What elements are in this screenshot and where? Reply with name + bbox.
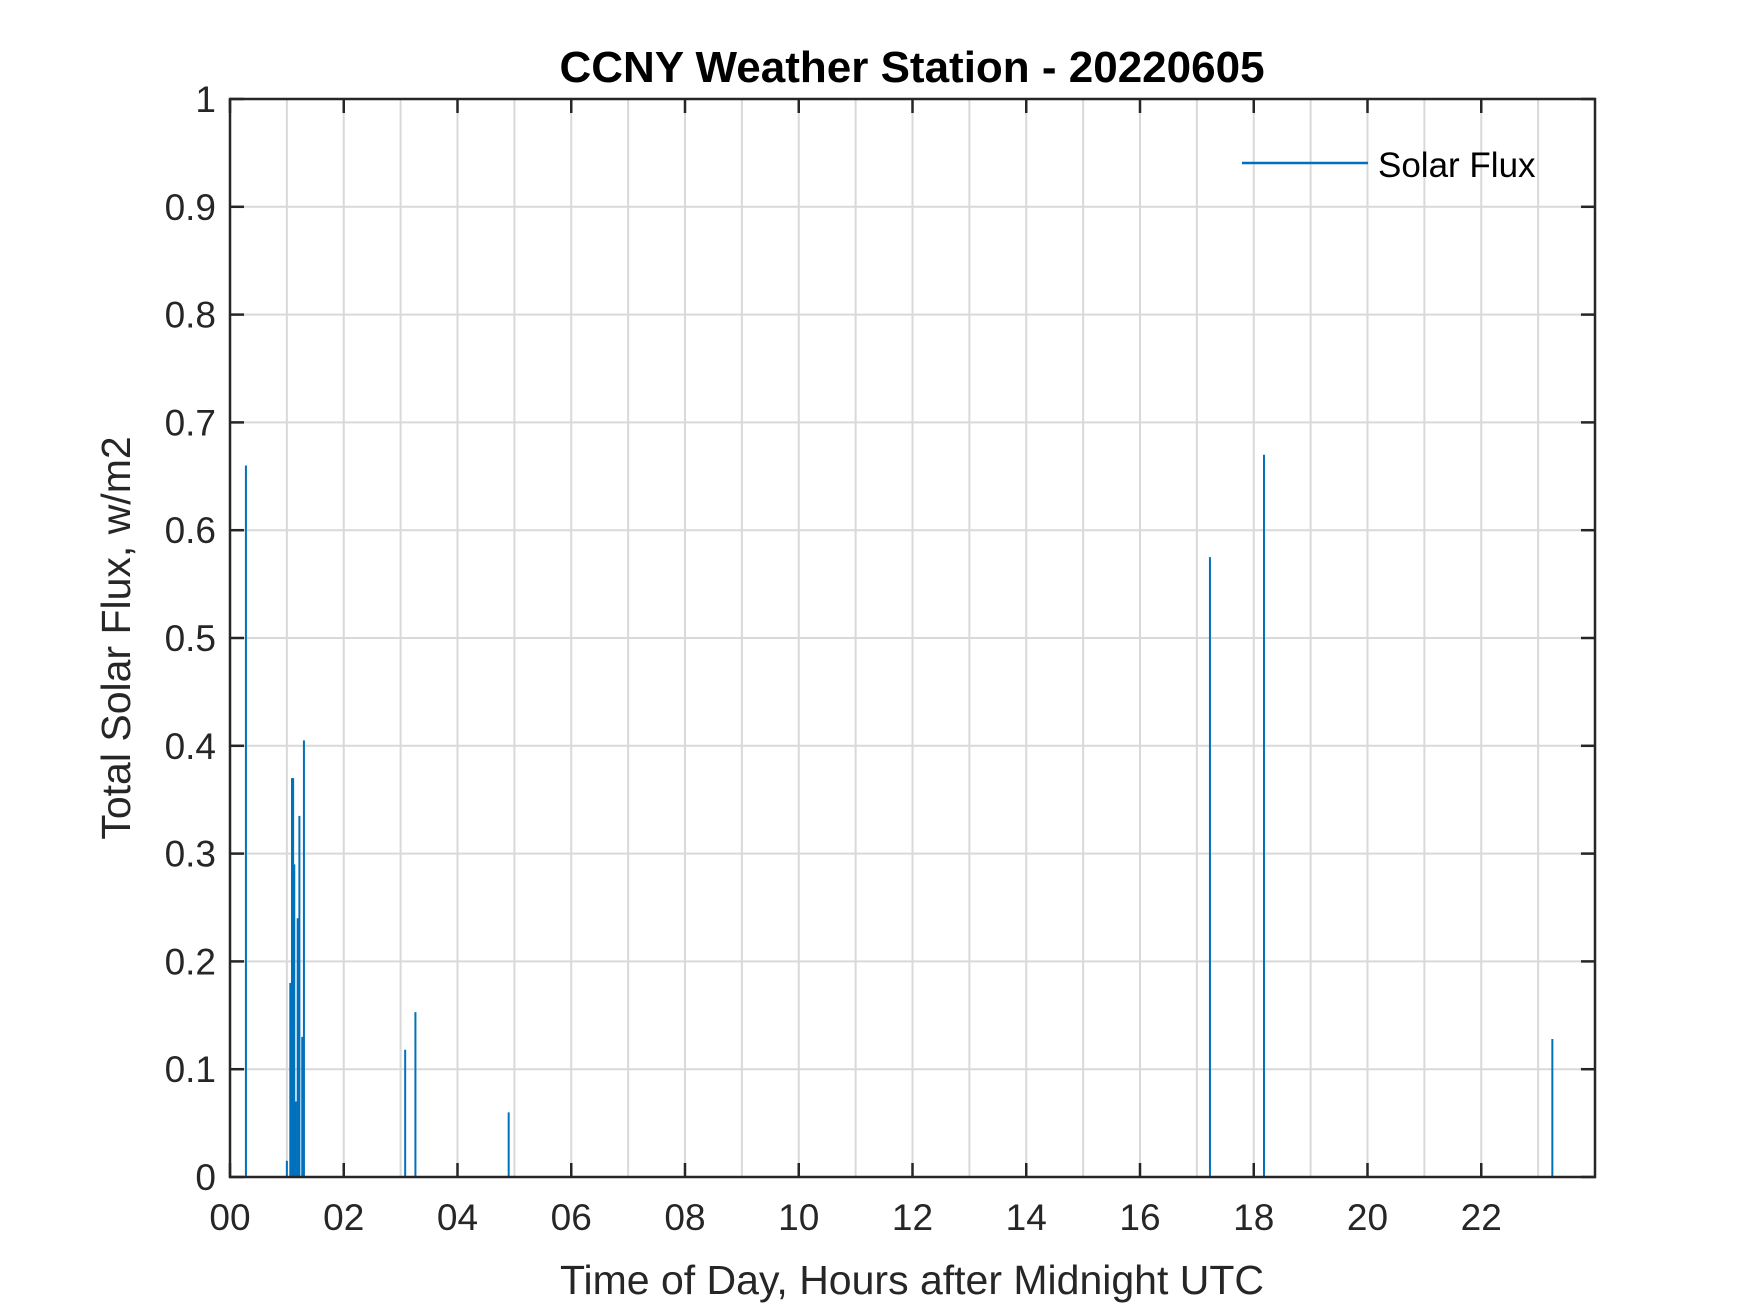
x-tick-label: 10 — [778, 1197, 819, 1238]
y-tick-label: 0.9 — [165, 187, 216, 228]
y-axis-label: Total Solar Flux, w/m2 — [93, 436, 139, 839]
x-tick-label: 12 — [892, 1197, 933, 1238]
x-tick-label: 20 — [1347, 1197, 1388, 1238]
y-tick-label: 0 — [195, 1157, 216, 1198]
x-axis-label: Time of Day, Hours after Midnight UTC — [560, 1257, 1264, 1303]
x-tick-label: 16 — [1119, 1197, 1160, 1238]
y-tick-label: 0.8 — [165, 295, 216, 336]
legend-label-solar-flux: Solar Flux — [1378, 146, 1536, 185]
y-tick-labels: 0 0.1 0.2 0.3 0.4 0.5 0.6 0.7 0.8 0.9 1 — [165, 79, 216, 1198]
legend: Solar Flux — [1242, 146, 1536, 185]
y-tick-label: 1 — [195, 79, 216, 120]
y-tick-label: 0.3 — [165, 834, 216, 875]
grid-lines — [230, 99, 1595, 1177]
tick-marks — [228, 97, 1595, 1179]
x-tick-label: 18 — [1233, 1197, 1274, 1238]
x-tick-label: 04 — [437, 1197, 478, 1238]
y-tick-label: 0.5 — [165, 618, 216, 659]
x-tick-labels: 00 02 04 06 08 10 12 14 16 18 20 22 — [209, 1197, 1501, 1238]
y-tick-label: 0.4 — [165, 726, 216, 767]
series-solar-flux — [244, 454, 1554, 1177]
chart-title: CCNY Weather Station - 20220605 — [559, 43, 1264, 92]
x-tick-label: 02 — [323, 1197, 364, 1238]
y-tick-label: 0.1 — [165, 1049, 216, 1090]
x-tick-label: 08 — [664, 1197, 705, 1238]
x-tick-label: 22 — [1461, 1197, 1502, 1238]
y-tick-label: 0.7 — [165, 402, 216, 443]
x-tick-label: 14 — [1006, 1197, 1047, 1238]
y-tick-label: 0.6 — [165, 510, 216, 551]
x-tick-label: 00 — [209, 1197, 250, 1238]
y-tick-label: 0.2 — [165, 941, 216, 982]
x-tick-label: 06 — [551, 1197, 592, 1238]
